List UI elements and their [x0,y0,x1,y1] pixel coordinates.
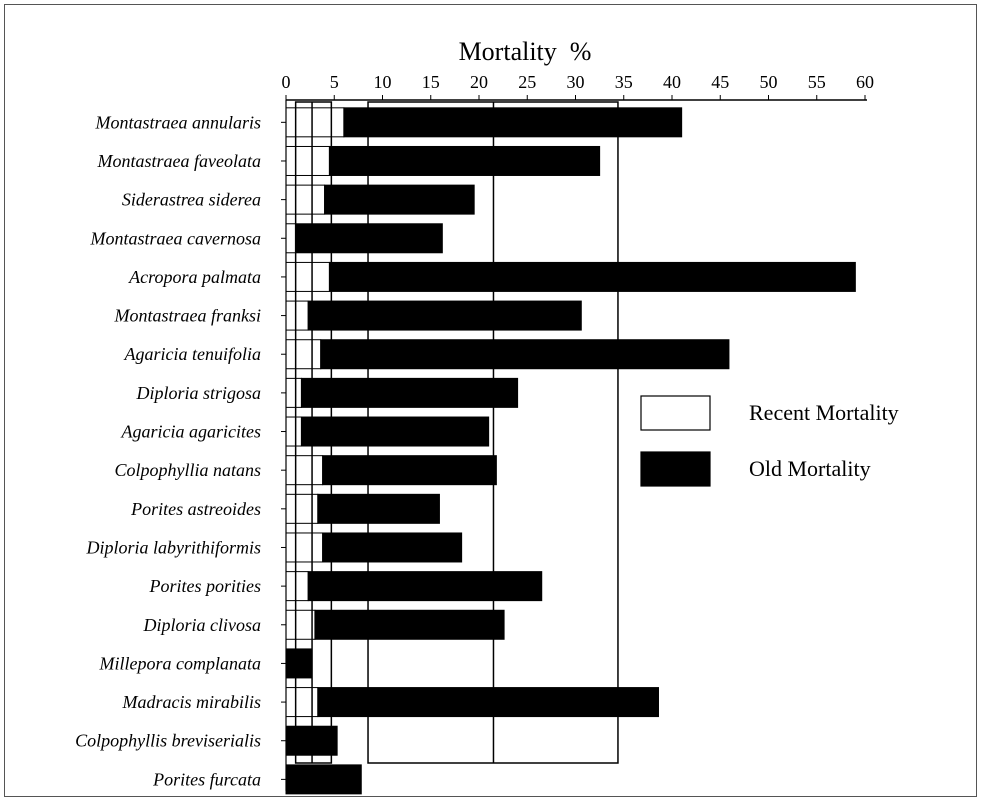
category-label-madracis-mirabilis: Madracis mirabilis [121,692,261,712]
bar-old-montastraea-cavernosa [295,223,443,254]
bar-recent-montastraea-annularis [285,107,345,138]
category-label-colpophyllia-natans: Colpophyllia natans [114,460,261,480]
legend-swatch-recent-mortality [640,395,711,431]
x-tick-label: 10 [374,72,392,92]
bar-old-montastraea-annularis [343,107,683,138]
x-tick-label: 30 [567,72,585,92]
bar-recent-montastraea-faveolata [285,145,330,176]
bar-recent-diploria-strigosa [285,377,302,408]
x-axis-label: Mortality % [459,37,592,66]
category-label-porites-astreoides: Porites astreoides [130,499,261,519]
category-label-porites-porities: Porites porities [149,576,262,596]
x-tick-label: 0 [282,72,291,92]
category-label-porites-furcata: Porites furcata [152,769,261,789]
x-tick-label: 40 [663,72,681,92]
bar-old-porites-furcata [285,764,362,795]
category-label-agaricia-agaricites: Agaricia agaricites [121,422,261,442]
bar-recent-agaricia-agaricites [285,416,302,447]
x-tick-label: 45 [711,72,729,92]
category-label-montastraea-cavernosa: Montastraea cavernosa [90,228,261,248]
x-tick-label: 50 [760,72,778,92]
legend-label-old-mortality: Old Mortality [749,456,871,481]
bar-old-agaricia-agaricites [300,416,490,447]
category-label-diploria-strigosa: Diploria strigosa [135,383,261,403]
bar-old-porites-astreoides [317,493,440,524]
category-label-montastraea-annularis: Montastraea annularis [94,112,261,132]
x-tick-label: 25 [518,72,536,92]
x-tick-label: 60 [856,72,874,92]
legend-swatch-old-mortality [640,451,711,487]
bar-old-montastraea-faveolata [328,145,601,176]
bar-old-colpophyllia-natans [322,455,497,486]
category-label-diploria-labyrithiformis: Diploria labyrithiformis [85,537,261,557]
bar-old-millepora-complanata [285,648,312,679]
x-tick-label: 35 [615,72,633,92]
bar-old-montastraea-franksi [307,300,582,331]
bar-recent-porites-astreoides [285,493,319,524]
bar-recent-diploria-clivosa [285,609,316,640]
bar-recent-agaricia-tenuifolia [285,339,322,370]
category-label-millepora-complanata: Millepora complanata [99,653,261,673]
bar-recent-colpophyllia-natans [285,455,324,486]
category-label-agaricia-tenuifolia: Agaricia tenuifolia [124,344,262,364]
category-label-colpophyllis-breviserialis: Colpophyllis breviserialis [75,731,261,751]
x-tick-label: 20 [470,72,488,92]
bar-old-diploria-clivosa [314,609,505,640]
bar-recent-montastraea-cavernosa [285,223,297,254]
x-tick-label: 5 [330,72,339,92]
bar-old-madracis-mirabilis [317,687,659,718]
bar-recent-acropora-palmata [285,261,330,292]
bar-old-diploria-labyrithiformis [322,532,463,563]
legend-label-recent-mortality: Recent Mortality [749,400,899,425]
bar-recent-porites-porities [285,571,309,602]
bar-old-diploria-strigosa [300,377,519,408]
bar-recent-madracis-mirabilis [285,687,319,718]
category-label-acropora-palmata: Acropora palmata [128,267,261,287]
category-label-montastraea-franksi: Montastraea franksi [114,306,262,326]
bar-old-porites-porities [307,571,543,602]
category-label-diploria-clivosa: Diploria clivosa [143,615,262,635]
bar-old-agaricia-tenuifolia [320,339,730,370]
bar-recent-siderastrea-siderea [285,184,326,215]
bar-old-acropora-palmata [328,261,856,292]
category-label-siderastrea-siderea: Siderastrea siderea [122,190,261,210]
bar-recent-montastraea-franksi [285,300,309,331]
reference-box-outline [294,101,333,764]
bar-old-siderastrea-siderea [324,184,475,215]
category-label-montastraea-faveolata: Montastraea faveolata [97,151,261,171]
x-tick-label: 15 [422,72,440,92]
bar-recent-diploria-labyrithiformis [285,532,324,563]
x-tick-label: 55 [808,72,826,92]
